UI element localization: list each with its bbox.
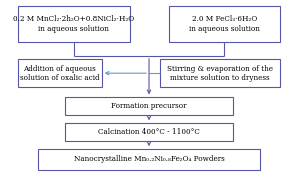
FancyBboxPatch shape	[168, 6, 280, 42]
FancyBboxPatch shape	[18, 59, 102, 87]
Text: Stirring & evaporation of the
mixture solution to dryness: Stirring & evaporation of the mixture so…	[167, 65, 273, 82]
Text: Calcination 400°C - 1100°C: Calcination 400°C - 1100°C	[98, 128, 200, 136]
Text: 2.0 M FeCl₃·6H₂O
in aqueous solution: 2.0 M FeCl₃·6H₂O in aqueous solution	[189, 15, 260, 33]
FancyBboxPatch shape	[160, 59, 280, 87]
FancyBboxPatch shape	[18, 6, 129, 42]
Text: Nanocrystalline Mn₀.₂Ni₀.₈Fe₂O₄ Powders: Nanocrystalline Mn₀.₂Ni₀.₈Fe₂O₄ Powders	[74, 156, 224, 164]
Text: 0.2 M MnCl₂·2h₂O+0.8NiCl₂·H₂O
in aqueous solution: 0.2 M MnCl₂·2h₂O+0.8NiCl₂·H₂O in aqueous…	[13, 15, 134, 33]
FancyBboxPatch shape	[65, 97, 233, 115]
Text: Formation precursor: Formation precursor	[111, 102, 187, 110]
Text: Addition of aqueous
solution of oxalic acid: Addition of aqueous solution of oxalic a…	[20, 65, 100, 82]
FancyBboxPatch shape	[38, 149, 260, 170]
FancyBboxPatch shape	[65, 123, 233, 141]
